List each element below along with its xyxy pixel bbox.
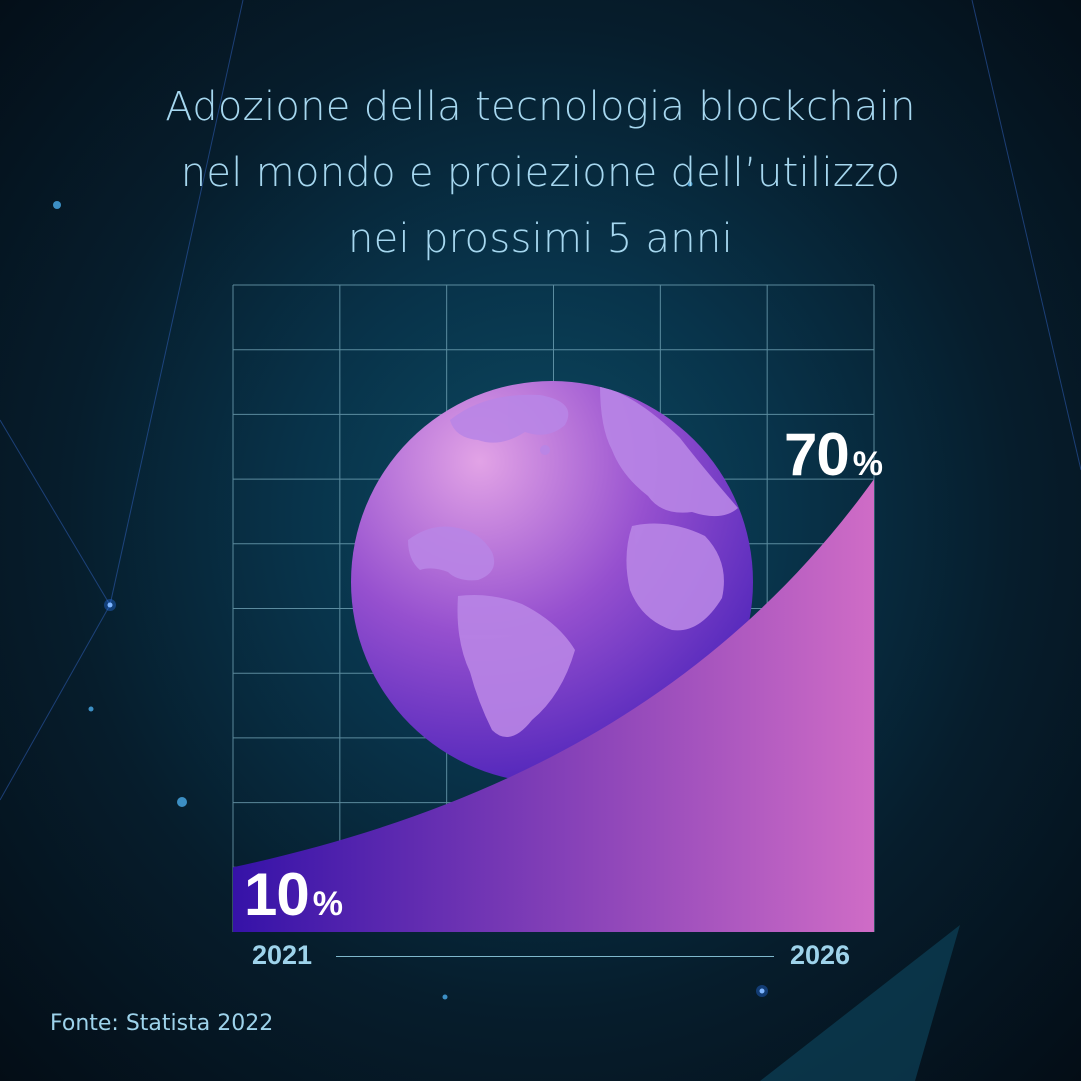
- chart-title-line-3: nei prossimi 5 anni: [348, 216, 733, 262]
- source-note: Fonte: Statista 2022: [50, 1011, 274, 1036]
- value-unit-2026: %: [852, 445, 883, 483]
- value-unit-2021: %: [312, 885, 343, 923]
- value-label-2021: 10%: [244, 865, 343, 934]
- area-series: [233, 479, 874, 932]
- chart-title-line-2: nel mondo e proiezione dell’utilizzo: [180, 150, 901, 196]
- chart-title: Adozione della tecnologia blockchain nel…: [40, 74, 1041, 272]
- globe-icon: [351, 381, 753, 783]
- value-label-2026: 70%: [784, 425, 883, 494]
- x-tick-2021: 2021: [252, 940, 313, 970]
- value-number-2026: 70: [784, 421, 850, 488]
- value-number-2021: 10: [244, 861, 310, 928]
- chart-title-line-1: Adozione della tecnologia blockchain: [165, 84, 916, 130]
- x-axis-line: [336, 956, 774, 957]
- x-tick-2026: 2026: [790, 940, 851, 970]
